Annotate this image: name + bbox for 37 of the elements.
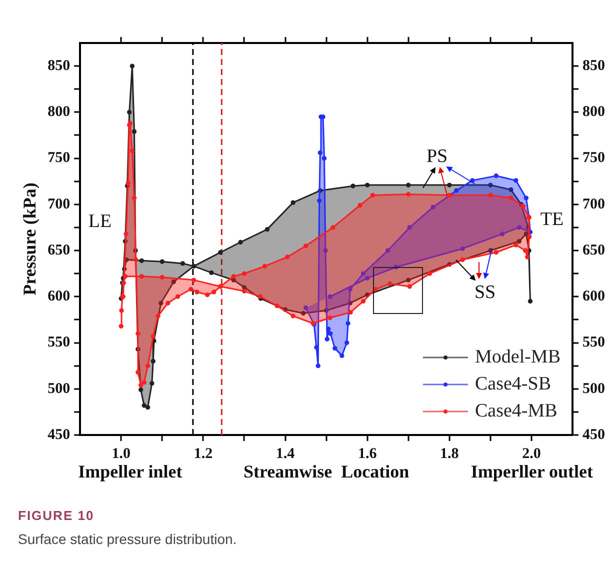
legend-label: Case4-SB — [475, 373, 551, 394]
y-tick-label: 650 — [48, 242, 70, 258]
y2-tick-label: 750 — [582, 150, 605, 166]
y2-tick-label: 550 — [582, 334, 605, 351]
x-tick-label: 1.8 — [440, 446, 459, 462]
y-tick-label: 550 — [48, 334, 70, 351]
y2-tick-label: 700 — [582, 196, 605, 212]
text: Surface static pressure distribution. — [18, 531, 238, 547]
annotation: LE — [88, 210, 112, 232]
y-tick-label: 500 — [48, 380, 70, 397]
text: Imperller outlet — [470, 462, 593, 482]
y2-tick-label: 650 — [582, 242, 605, 258]
x-tick-label: 1.6 — [358, 446, 378, 462]
y-tick-label: 850 — [48, 58, 70, 74]
x-tick-label: 1.2 — [194, 446, 213, 462]
y2-tick-label: 800 — [582, 104, 605, 120]
y2-tick-label: 500 — [582, 380, 605, 397]
legend-label: Case4-MB — [475, 400, 558, 422]
y2-tick-label: 850 — [582, 58, 605, 74]
x-tick-label: 1.0 — [112, 446, 131, 462]
y2-tick-label: 600 — [582, 288, 605, 305]
y-tick-label: 750 — [48, 150, 70, 166]
y-tick-label: 700 — [48, 196, 70, 212]
x-axis-title: Streamwise Location — [243, 462, 410, 482]
legend-label: Model-MB — [475, 346, 560, 368]
y-tick-label: 450 — [48, 426, 70, 443]
y-tick-label: 800 — [48, 104, 70, 120]
y2-tick-label: 450 — [582, 426, 605, 443]
x-tick-label: 2.0 — [522, 446, 541, 462]
text: Impeller inlet — [78, 462, 182, 482]
annotation: SS — [474, 282, 496, 303]
x-tick-label: 1.4 — [276, 446, 296, 462]
annotation: PS — [426, 146, 448, 167]
y-axis-title: Pressure (kPa) — [19, 182, 40, 296]
annotation: TE — [540, 208, 564, 230]
y-tick-label: 600 — [48, 288, 70, 305]
caption: FIGURE 10 — [18, 508, 96, 523]
